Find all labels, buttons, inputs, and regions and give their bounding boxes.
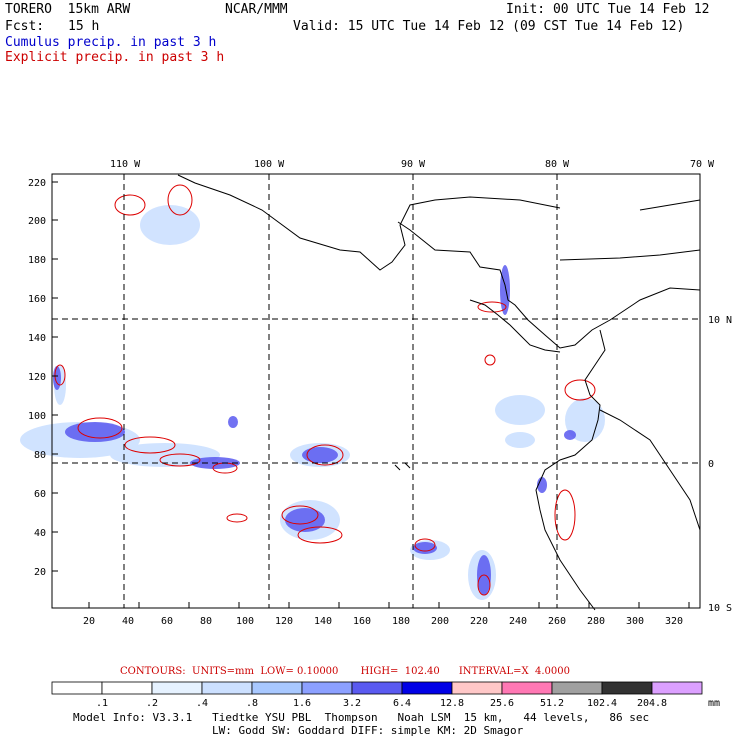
contours-interval: INTERVAL=X 4.0000 (458, 666, 570, 677)
colorbar-swatch (501, 681, 553, 695)
grid-x-label: 80 (200, 616, 212, 627)
colorbar-swatch (201, 681, 253, 695)
forecast-value: 15 h (68, 19, 100, 34)
colorbar-swatch (351, 681, 403, 695)
lat-label-10s: 10 S (708, 603, 732, 614)
grid-y-label: 100 (28, 411, 46, 422)
grid-y-label: 220 (28, 178, 46, 189)
colorbar-tick-label: 12.8 (440, 698, 464, 709)
colorbar-tick-label: .8 (246, 698, 258, 709)
grid-ticks (52, 181, 690, 608)
grid-y-label: 120 (28, 372, 46, 383)
grid-x-label: 320 (665, 616, 683, 627)
colorbar-swatch (301, 681, 353, 695)
grid-x-label: 100 (236, 616, 254, 627)
lat-label-10n: 10 N (708, 315, 732, 326)
contours-label: CONTOURS: (120, 666, 186, 677)
bottom-grid-labels: 20 40 60 80 100 120 140 160 180 200 220 … (83, 616, 683, 627)
grid-x-label: 180 (392, 616, 410, 627)
grid-x-label: 300 (626, 616, 644, 627)
explicit-legend-title: Explicit precip. in past 3 h (5, 50, 225, 65)
colorbar-tick-label: 204.8 (637, 698, 667, 709)
grid-x-label: 60 (161, 616, 173, 627)
contours-units: UNITS=mm (192, 666, 255, 677)
colorbar-tick-label: 51.2 (540, 698, 564, 709)
colorbar-swatch (651, 681, 703, 695)
grid-x-label: 40 (122, 616, 134, 627)
colorbar-swatch (101, 681, 153, 695)
colorbar-tick-label: 3.2 (343, 698, 361, 709)
grid-x-label: 240 (509, 616, 527, 627)
map-frame (51, 173, 701, 609)
grid-x-label: 280 (587, 616, 605, 627)
grid-x-label: 120 (275, 616, 293, 627)
grid-x-label: 140 (314, 616, 332, 627)
org-label: NCAR/MMM (225, 2, 288, 17)
lon-label-110w: 110 W (110, 159, 141, 170)
lon-label-100w: 100 W (254, 159, 285, 170)
colorbar-swatch (251, 681, 303, 695)
contours-high: HIGH= 102.40 (360, 666, 440, 677)
grid-y-label: 160 (28, 294, 46, 305)
grid-y-label: 140 (28, 333, 46, 344)
grid-x-label: 220 (470, 616, 488, 627)
colorbar-swatch (451, 681, 503, 695)
lon-label-90w: 90 W (401, 159, 426, 170)
precip-fields (20, 184, 605, 600)
colorbar-tick-label: 1.6 (293, 698, 311, 709)
colorbar-tick-label: 25.6 (490, 698, 514, 709)
colorbar-tick-label: .1 (96, 698, 108, 709)
colorbar-swatch (601, 681, 653, 695)
colorbar-swatch (551, 681, 603, 695)
model-info-line1: Model Info: V3.3.1 Tiedtke YSU PBL Thomp… (73, 711, 650, 724)
model-info-line2: LW: Godd SW: Goddard DIFF: simple KM: 2D… (212, 724, 524, 737)
colorbar-tick-label: 102.4 (587, 698, 617, 709)
colorbar-swatch (401, 681, 453, 695)
forecast-label: Fcst: (5, 19, 45, 34)
colorbar-swatch (151, 681, 203, 695)
lon-label-80w: 80 W (545, 159, 570, 170)
cumulus-legend-title: Cumulus precip. in past 3 h (5, 35, 217, 50)
colorbar-unit: mm (708, 698, 720, 709)
grid-y-label: 200 (28, 216, 46, 227)
left-grid-labels: 220 200 180 160 140 120 100 80 60 40 20 (28, 178, 46, 578)
colorbar-swatch (51, 681, 103, 695)
colorbar (51, 681, 703, 695)
colorbar-ticks: .1 .2 .4 .8 1.6 3.2 6.4 12.8 25.6 51.2 102.4 204.8 (96, 698, 667, 709)
coastlines (177, 174, 701, 611)
graticule (52, 174, 700, 608)
valid-time: Valid: 15 UTC Tue 14 Feb 12 (09 CST Tue … (293, 19, 685, 34)
grid-y-label: 60 (34, 489, 46, 500)
model-title: TORERO 15km ARW (5, 2, 131, 17)
colorbar-tick-label: 6.4 (393, 698, 411, 709)
grid-x-label: 160 (353, 616, 371, 627)
contours-low: LOW= 0.10000 (260, 666, 339, 677)
grid-y-label: 40 (34, 528, 46, 539)
colorbar-tick-label: .4 (196, 698, 208, 709)
lat-label-0: 0 (708, 459, 714, 470)
lon-label-70w: 70 W (690, 159, 715, 170)
grid-y-label: 80 (34, 450, 46, 461)
init-time: Init: 00 UTC Tue 14 Feb 12 (506, 2, 710, 17)
grid-x-label: 260 (548, 616, 566, 627)
grid-x-label: 200 (431, 616, 449, 627)
contours-info: CONTOURS: UNITS=mm LOW= 0.10000 HIGH= 10… (120, 666, 570, 677)
grid-x-label: 20 (83, 616, 95, 627)
grid-y-label: 180 (28, 255, 46, 266)
grid-y-label: 20 (34, 567, 46, 578)
colorbar-tick-label: .2 (146, 698, 158, 709)
